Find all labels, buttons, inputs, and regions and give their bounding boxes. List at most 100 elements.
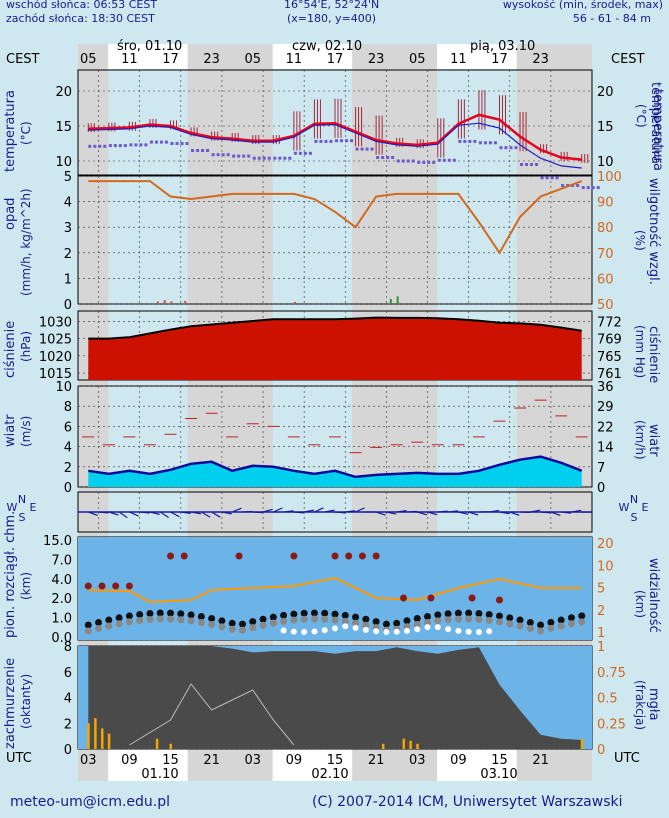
dewpoint-mark <box>98 144 102 148</box>
cloudbase-dot <box>280 611 288 619</box>
cloudbase-dot-2 <box>208 621 216 629</box>
contact-email[interactable]: meteo-um@icm.edu.pl <box>10 794 171 810</box>
cloudbase-dot <box>300 609 308 617</box>
wind-tick-left: 4 <box>64 441 72 456</box>
cloud-tick-left: 4 <box>64 692 72 707</box>
cloudbase-dot <box>167 609 175 617</box>
precip-bar <box>163 300 166 304</box>
pressure-area <box>88 317 582 380</box>
fog-tick-right: 1 <box>597 640 605 655</box>
precip-axis-unit: (mm/h, kg/m^2h) <box>19 188 33 296</box>
grid-text: (x=180, y=400) <box>287 12 377 25</box>
dewpoint-mark <box>319 139 323 143</box>
dewpoint-mark <box>149 140 153 144</box>
wind-direction-arrow <box>201 511 211 518</box>
compass-label-right: W <box>619 501 630 514</box>
dewpoint-mark <box>386 156 390 159</box>
top-hour-label: 05 <box>244 52 261 67</box>
wind-direction-arrow <box>396 510 407 513</box>
compass-label-left: N <box>18 493 26 506</box>
dewpoint-mark <box>308 151 312 155</box>
wind-direction-arrow <box>345 510 356 513</box>
bottom-date-label: 01.10 <box>141 767 178 782</box>
wind-tick-left: 6 <box>64 420 72 435</box>
temp-axis-label-right: temperatura <box>650 89 665 171</box>
cloudbase-dot-2 <box>444 616 452 624</box>
dewpoint-mark <box>108 144 112 148</box>
cloudbase-dot-3 <box>311 628 318 635</box>
compass-label-left: S <box>19 511 26 524</box>
cloudbase-dot <box>228 619 236 627</box>
cloud-axis-label: zachmurzenie <box>3 658 18 749</box>
cloudbase-dot <box>259 615 267 623</box>
cloudbase-dot-2 <box>454 615 462 623</box>
wind-direction-arrow <box>437 510 448 513</box>
cloudbase-dot <box>495 612 503 620</box>
temp-axis-unit-right: (°C) <box>634 104 648 128</box>
dewpoint-mark <box>139 143 143 147</box>
dewpoint-mark <box>401 159 405 163</box>
wind-direction-arrow <box>540 511 551 514</box>
dewpoint-mark <box>355 147 359 151</box>
wind-direction-arrow <box>550 511 561 516</box>
visibility-tick: 5 <box>597 582 605 597</box>
dewpoint-mark <box>170 142 174 145</box>
cloudbase-dot-2 <box>269 619 277 627</box>
dewpoint-mark <box>396 159 400 163</box>
cloudbase-dot-2 <box>300 615 308 623</box>
temp-tick-right: 15 <box>597 120 614 135</box>
cloudbase-dot-2 <box>177 616 185 624</box>
dewpoint-mark <box>525 163 529 166</box>
wind-tick-right: 14 <box>597 441 614 456</box>
wind-direction-arrow <box>355 507 365 513</box>
wind-direction-arrow <box>375 511 386 516</box>
pressure-tick-left: 1030 <box>39 315 72 330</box>
cloudbase-dot-3 <box>352 624 359 631</box>
top-date-label: śro, 01.10 <box>117 39 182 54</box>
dewpoint-mark <box>360 147 364 151</box>
cloud-tick-left: 2 <box>64 717 72 732</box>
cloudbase-dot <box>424 612 432 620</box>
cloudbase-dot <box>475 609 483 617</box>
temp-axis-label-right: temperatura <box>648 82 663 164</box>
cloudbase-dot-2 <box>280 617 288 625</box>
cloudbase-dot <box>578 612 586 620</box>
top-hour-label: 05 <box>409 52 426 67</box>
temp-axis-label-left: temperatura <box>3 90 18 172</box>
dewpoint-mark <box>432 160 436 164</box>
top-tz-right: CEST <box>611 52 645 67</box>
cloudbase-dot <box>310 609 318 617</box>
wind-direction-arrow <box>509 511 520 516</box>
dewpoint-mark <box>514 146 518 150</box>
cloudbase-dot <box>434 611 442 619</box>
wind-direction-arrow <box>149 511 160 515</box>
pressure-tick-left: 1020 <box>39 350 72 365</box>
bottom-tz-left: UTC <box>6 751 32 766</box>
dewpoint-mark <box>232 154 236 158</box>
wind-direction-arrow <box>231 507 242 513</box>
top-hour-label: 11 <box>450 52 467 67</box>
dewpoint-mark <box>154 140 158 144</box>
dewpoint-mark <box>226 153 230 157</box>
dewpoint-mark <box>123 144 127 148</box>
pressure-line <box>88 316 582 340</box>
dewpoint-mark <box>535 163 539 166</box>
bottom-date-label: 03.10 <box>480 767 517 782</box>
dewpoint-mark <box>509 146 513 150</box>
bottom-hour-label: 03 <box>80 753 97 768</box>
cloudbase-dot <box>382 620 390 628</box>
wind-direction-arrow <box>489 509 500 513</box>
pressure-axis-label-right: ciśnienie <box>646 326 661 383</box>
top-hour-label: 23 <box>532 52 549 67</box>
dewpoint-mark <box>191 149 195 152</box>
cloudbase-tick: 1.0 <box>51 612 72 627</box>
dewpoint-mark <box>381 156 385 159</box>
cloudbase-dot <box>115 614 123 622</box>
wind-direction-arrow <box>98 511 109 514</box>
bottom-hour-label: 09 <box>450 753 467 768</box>
dewpoint-mark <box>329 139 333 143</box>
wind-direction-arrow <box>561 511 572 514</box>
cloudbase-dot-2 <box>238 626 246 634</box>
dewpoint-mark <box>237 154 241 158</box>
dewpoint-mark <box>411 159 415 163</box>
